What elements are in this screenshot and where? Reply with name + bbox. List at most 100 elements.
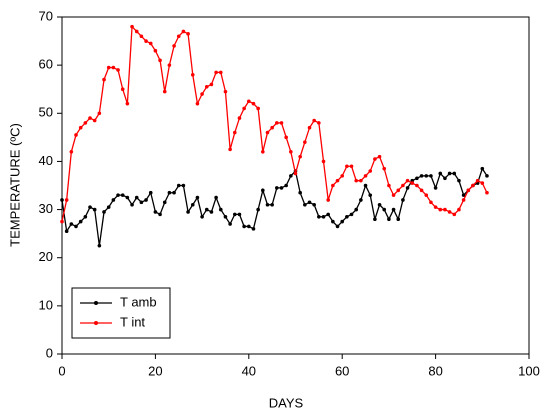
data-point	[415, 183, 419, 188]
data-point	[471, 183, 475, 188]
data-point	[78, 219, 83, 224]
data-point	[125, 195, 130, 200]
data-point	[209, 82, 214, 87]
data-point	[401, 183, 405, 188]
data-point	[303, 202, 307, 207]
data-point	[120, 87, 125, 92]
x-tick-label: 60	[335, 363, 349, 378]
data-point	[265, 202, 270, 207]
data-point	[279, 121, 284, 125]
data-point	[214, 70, 218, 75]
data-point	[69, 222, 74, 226]
data-point	[359, 178, 363, 183]
data-point	[116, 193, 120, 197]
y-axis-label: TEMPERATURE (ºC)	[7, 123, 22, 247]
data-point	[88, 116, 92, 120]
data-point	[382, 166, 387, 171]
data-point	[373, 217, 377, 221]
data-point	[438, 207, 443, 212]
data-point	[363, 174, 368, 178]
data-point	[228, 222, 232, 226]
data-point	[368, 193, 373, 197]
data-point	[97, 111, 102, 116]
x-axis-label: DAYS	[269, 395, 304, 410]
data-point	[251, 227, 256, 231]
data-point	[83, 214, 88, 219]
data-point	[461, 198, 466, 202]
data-point	[162, 200, 167, 205]
data-point	[275, 121, 279, 125]
data-point	[232, 130, 237, 135]
data-point	[186, 210, 190, 214]
data-point	[172, 44, 176, 48]
data-point	[242, 224, 246, 229]
data-point	[480, 181, 485, 185]
data-point	[443, 176, 447, 181]
data-point	[144, 39, 148, 43]
data-point	[116, 68, 120, 72]
data-point	[60, 198, 64, 202]
y-tick-label: 40	[39, 153, 53, 168]
data-point	[204, 207, 209, 212]
data-point	[158, 212, 162, 217]
data-point	[410, 181, 415, 185]
data-point	[354, 178, 359, 183]
data-point	[391, 207, 396, 212]
data-point	[134, 195, 139, 200]
data-point	[303, 140, 307, 144]
data-point	[429, 200, 433, 205]
data-point	[377, 202, 382, 207]
data-point	[326, 212, 330, 217]
data-point	[92, 118, 97, 123]
data-point	[190, 72, 195, 77]
data-point	[214, 195, 218, 200]
data-point	[359, 198, 363, 202]
data-point	[321, 214, 326, 219]
data-point	[345, 214, 349, 219]
x-tick-label: 20	[148, 363, 162, 378]
data-point	[181, 183, 186, 188]
data-point	[134, 29, 139, 34]
data-point	[354, 207, 359, 212]
data-point	[223, 89, 228, 94]
data-point	[373, 157, 377, 161]
data-point	[429, 174, 433, 178]
data-point	[102, 210, 106, 214]
data-point	[415, 176, 419, 181]
data-point	[120, 193, 125, 197]
data-point	[298, 190, 302, 195]
y-tick-label: 0	[46, 345, 53, 360]
data-point	[74, 224, 78, 229]
data-point	[204, 85, 209, 89]
data-point	[261, 188, 265, 193]
data-point	[69, 150, 74, 154]
data-point	[167, 63, 172, 67]
data-point	[452, 171, 457, 176]
data-point	[111, 65, 116, 70]
data-point	[139, 200, 144, 205]
data-point	[256, 207, 260, 212]
data-point	[223, 214, 228, 219]
data-point	[153, 210, 158, 214]
data-point	[349, 164, 354, 169]
data-point	[405, 186, 410, 190]
data-point	[424, 174, 429, 178]
data-point	[387, 217, 391, 221]
data-point	[457, 207, 461, 212]
data-point	[83, 121, 88, 125]
data-point	[475, 178, 480, 183]
data-point	[270, 125, 274, 130]
data-point	[265, 130, 270, 135]
data-point	[438, 171, 443, 176]
data-point	[158, 58, 162, 63]
data-point	[88, 205, 92, 209]
legend-label: T int	[120, 314, 145, 329]
data-point	[396, 217, 401, 221]
data-point	[331, 183, 335, 188]
data-point	[232, 212, 237, 217]
data-point	[130, 24, 134, 29]
data-point	[74, 133, 78, 137]
data-point	[307, 200, 312, 205]
